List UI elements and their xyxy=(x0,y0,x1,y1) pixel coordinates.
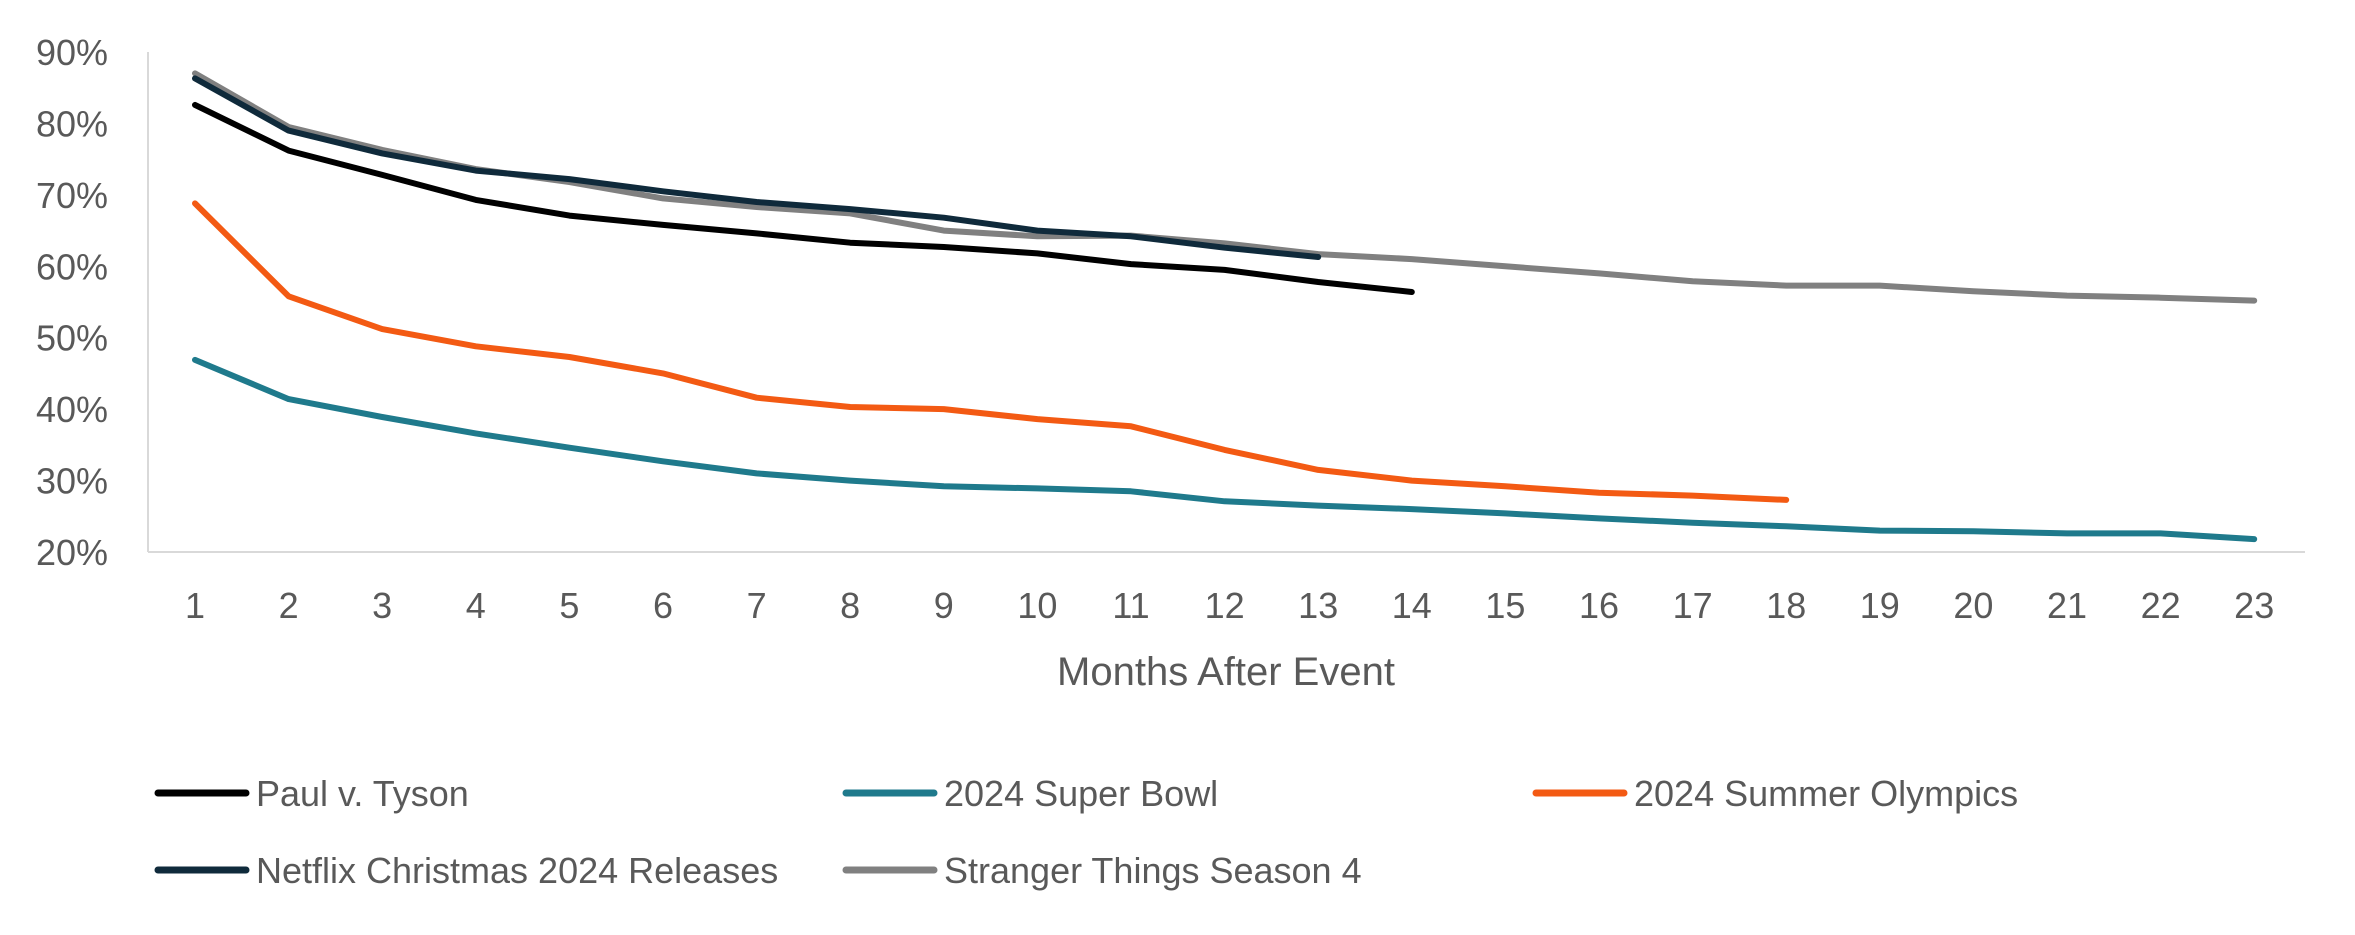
x-tick-label: 4 xyxy=(466,585,486,626)
x-tick-label: 7 xyxy=(747,585,767,626)
x-tick-label: 18 xyxy=(1766,585,1806,626)
series-line-netflix-christmas-2024-releases xyxy=(192,75,1322,260)
series-line-paul-v-tyson xyxy=(192,101,1415,295)
x-tick-label: 22 xyxy=(2141,585,2181,626)
x-tick-label: 16 xyxy=(1579,585,1619,626)
y-tick-label: 20% xyxy=(36,532,108,573)
x-tick-label: 5 xyxy=(559,585,579,626)
x-tick-label: 8 xyxy=(840,585,860,626)
y-tick-label: 60% xyxy=(36,246,108,287)
y-tick-label: 30% xyxy=(36,461,108,502)
series-lines xyxy=(192,70,2258,543)
x-tick-label: 2 xyxy=(279,585,299,626)
y-tick-label: 40% xyxy=(36,389,108,430)
x-tick-label: 6 xyxy=(653,585,673,626)
x-tick-label: 9 xyxy=(934,585,954,626)
x-tick-label: 1 xyxy=(185,585,205,626)
x-tick-label: 13 xyxy=(1298,585,1338,626)
series-line-stranger-things-season-4 xyxy=(192,70,2258,304)
y-tick-label: 80% xyxy=(36,103,108,144)
x-axis-ticks: 1 2 3 4 5 6 7 8 9 10 11 12 13 14 15 16 17 18 19 20 21 22 23 xyxy=(185,585,2274,626)
legend-label-stranger-things-season-4: Stranger Things Season 4 xyxy=(944,850,1362,891)
legend-label-2024-summer-olympics: 2024 Summer Olympics xyxy=(1634,773,2018,814)
x-tick-label: 11 xyxy=(1112,585,1149,626)
x-tick-label: 12 xyxy=(1205,585,1245,626)
legend: Paul v. Tyson 2024 Super Bowl 2024 Summer … xyxy=(154,773,2018,891)
x-tick-label: 21 xyxy=(2047,585,2087,626)
x-tick-label: 10 xyxy=(1017,585,1057,626)
x-tick-label: 15 xyxy=(1485,585,1525,626)
x-axis-title: Months After Event xyxy=(1057,650,1395,694)
x-tick-label: 19 xyxy=(1860,585,1900,626)
legend-label-paul-v-tyson: Paul v. Tyson xyxy=(256,773,469,814)
y-tick-label: 70% xyxy=(36,175,108,216)
x-tick-label: 3 xyxy=(372,585,392,626)
series-line-2024-super-bowl xyxy=(192,356,2258,543)
x-tick-label: 17 xyxy=(1673,585,1713,626)
x-tick-label: 23 xyxy=(2234,585,2274,626)
series-line-2024-summer-olympics xyxy=(192,200,1790,503)
x-tick-label: 20 xyxy=(1953,585,1993,626)
x-tick-label: 14 xyxy=(1392,585,1432,626)
y-tick-label: 90% xyxy=(36,32,108,73)
legend-label-netflix-christmas-2024-releases: Netflix Christmas 2024 Releases xyxy=(256,850,778,891)
y-axis-ticks: 20% 30% 40% 50% 60% 70% 80% 90% xyxy=(36,32,108,573)
legend-label-2024-super-bowl: 2024 Super Bowl xyxy=(944,773,1218,814)
y-tick-label: 50% xyxy=(36,318,108,359)
